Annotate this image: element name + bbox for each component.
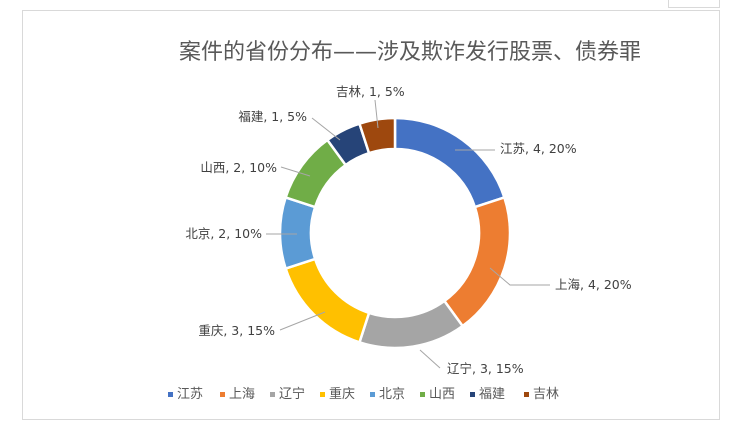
legend-swatch-吉林: [524, 392, 529, 397]
slice-上海: [442, 195, 512, 328]
legend-label-江苏: 江苏: [177, 386, 203, 402]
legend-swatch-福建: [470, 392, 475, 397]
legend-label-福建: 福建: [479, 387, 505, 402]
data-label-上海: 上海, 4, 20%: [555, 277, 632, 292]
slice-北京: [278, 195, 317, 271]
slice-辽宁: [357, 299, 465, 350]
legend-swatch-北京: [370, 392, 375, 397]
legend-label-北京: 北京: [379, 387, 405, 402]
legend-swatch-辽宁: [270, 392, 275, 397]
slice-重庆: [284, 257, 371, 344]
legend-swatch-上海: [220, 392, 225, 397]
data-label-江苏: 江苏, 4, 20%: [500, 141, 577, 156]
slice-江苏: [393, 116, 506, 209]
legend-label-吉林: 吉林: [533, 387, 559, 402]
data-label-北京: 北京, 2, 10%: [185, 226, 262, 241]
legend-swatch-重庆: [320, 392, 325, 397]
leader-line-福建: [311, 117, 341, 141]
legend-label-辽宁: 辽宁: [279, 386, 305, 402]
data-label-吉林: 吉林, 1, 5%: [336, 84, 405, 99]
data-label-山西: 山西, 2, 10%: [200, 160, 277, 175]
legend-label-上海: 上海: [229, 387, 255, 402]
data-label-重庆: 重庆, 3, 15%: [198, 323, 275, 338]
leader-line-上海: [489, 267, 550, 286]
leader-line-吉林: [374, 99, 379, 129]
data-label-福建: 福建, 1, 5%: [238, 109, 307, 124]
legend-label-山西: 山西: [429, 387, 455, 402]
legend-swatch-山西: [420, 392, 425, 397]
chart-frame: [22, 10, 720, 420]
leader-line-重庆: [279, 311, 326, 331]
chart-title: 案件的省份分布——涉及欺诈发行股票、债券罪: [179, 40, 641, 65]
legend-label-重庆: 重庆: [329, 386, 355, 402]
data-label-辽宁: 辽宁, 3, 15%: [447, 361, 524, 376]
leader-line-山西: [280, 166, 311, 177]
corner-tab: [668, 0, 720, 8]
legend-swatch-江苏: [168, 392, 173, 397]
slice-吉林: [357, 116, 397, 155]
leader-line-辽宁: [419, 349, 441, 369]
